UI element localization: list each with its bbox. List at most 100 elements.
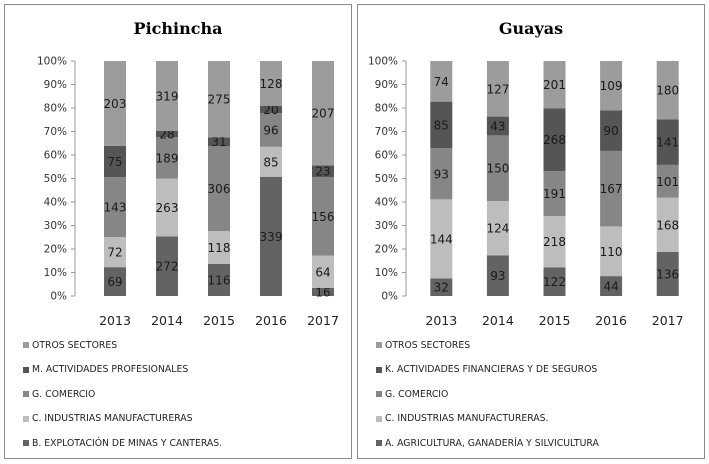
- guayas-data-label: 93: [490, 269, 505, 283]
- pichincha-y-tick-label: 10%: [44, 267, 67, 279]
- pichincha-y-tick-label: 0%: [50, 291, 67, 303]
- guayas-bar-2015-k-actividades-financieras-y-de-seguros: [543, 108, 566, 172]
- guayas-legend-label: C. INDUSTRIAS MANUFACTURERAS.: [385, 413, 549, 425]
- guayas-y-tick-label: 60%: [375, 150, 398, 162]
- guayas-data-label: 93: [434, 167, 449, 181]
- guayas-x-tick-label: 2016: [595, 313, 627, 328]
- pichincha-data-label: 156: [312, 210, 335, 224]
- guayas-x-tick-label: 2013: [425, 313, 457, 328]
- guayas-data-label: 44: [603, 280, 618, 294]
- pichincha-data-label: 28: [159, 128, 174, 142]
- guayas-legend-item: A. AGRICULTURA, GANADERÍA Y SILVICULTURA: [376, 431, 599, 456]
- pichincha-legend-swatch: [23, 366, 29, 373]
- guayas-data-label: 201: [543, 78, 566, 92]
- pichincha-bar-2013-m-actividades-profesionales: [104, 145, 126, 178]
- guayas-data-label: 136: [656, 267, 679, 281]
- pichincha-legend-item: OTROS SECTORES: [23, 333, 222, 358]
- guayas-bar-2017-otros-sectores: [656, 61, 679, 120]
- pichincha-data-label: 275: [208, 93, 231, 107]
- pichincha-data-label: 203: [104, 97, 127, 111]
- guayas-bar-2016-otros-sectores: [600, 61, 623, 111]
- guayas-data-label: 268: [543, 133, 566, 147]
- pichincha-legend-label: M. ACTIVIDADES PROFESIONALES: [32, 364, 189, 376]
- guayas-data-label: 144: [430, 232, 453, 246]
- pichincha-data-label: 85: [263, 155, 278, 169]
- guayas-y-tick-label: 0%: [381, 291, 398, 303]
- pichincha-bar-2015-m-actividades-profesionales: [208, 137, 230, 146]
- guayas-legend-label: K. ACTIVIDADES FINANCIERAS Y DE SEGUROS: [385, 364, 598, 376]
- pichincha-legend-swatch: [23, 440, 29, 447]
- guayas-legend-item: OTROS SECTORES: [376, 333, 599, 358]
- pichincha-legend-item: G. COMERCIO: [23, 382, 222, 407]
- guayas-bar-2014-k-actividades-financieras-y-de-seguros: [486, 116, 509, 136]
- guayas-bar-2017-a-agricultura-ganaderia-y-silvicultura: [656, 251, 679, 296]
- guayas-bar-2017-c-industrias-manufactureras: [656, 197, 679, 252]
- pichincha-title: Pichincha: [133, 19, 223, 38]
- pichincha-bar-2016-g-comercio: [260, 113, 282, 147]
- guayas-legend-item: K. ACTIVIDADES FINANCIERAS Y DE SEGUROS: [376, 358, 599, 383]
- pichincha-bar-2017-b-explotacion-de-minas-y-canteras: [312, 287, 334, 296]
- pichincha-bar-2013-c-industrias-manufactureras: [104, 237, 126, 268]
- guayas-data-label: 167: [600, 182, 623, 196]
- guayas-legend-swatch: [376, 415, 382, 422]
- guayas-legend-swatch: [376, 342, 382, 349]
- pichincha-bar-2015-b-explotacion-de-minas-y-canteras: [208, 263, 230, 296]
- pichincha-data-label: 116: [208, 273, 231, 287]
- guayas-y-tick-label: 30%: [375, 220, 398, 232]
- guayas-bar-2015-c-industrias-manufactureras: [543, 216, 566, 268]
- guayas-bar-2014-a-agricultura-ganaderia-y-silvicultura: [486, 255, 509, 296]
- pichincha-y-tick-label: 50%: [44, 173, 67, 185]
- guayas-bar-2016-g-comercio: [600, 150, 623, 227]
- guayas-x-tick-label: 2014: [482, 313, 514, 328]
- pichincha-data-label: 319: [156, 89, 179, 103]
- pichincha-x-tick-label: 2017: [307, 313, 339, 328]
- pichincha-x-tick-label: 2015: [203, 313, 235, 328]
- guayas-data-label: 191: [543, 187, 566, 201]
- pichincha-y-tick-label: 60%: [44, 150, 67, 162]
- pichincha-data-label: 306: [208, 182, 231, 196]
- guayas-legend-label: OTROS SECTORES: [385, 339, 471, 351]
- pichincha-bar-2015-otros-sectores: [208, 61, 230, 138]
- guayas-bar-2015-otros-sectores: [543, 61, 566, 109]
- pichincha-bar-2016-c-industrias-manufactureras: [260, 146, 282, 177]
- pichincha-data-label: 69: [107, 275, 122, 289]
- guayas-data-label: 101: [656, 175, 679, 189]
- pichincha-bar-2017-g-comercio: [312, 176, 334, 256]
- guayas-data-label: 141: [656, 136, 679, 150]
- guayas-bar-2014-g-comercio: [486, 135, 509, 202]
- pichincha-bar-2014-b-explotacion-de-minas-y-canteras: [156, 236, 178, 296]
- pichincha-y-tick-label: 90%: [44, 79, 67, 91]
- guayas-bar-2013-c-industrias-manufactureras: [430, 199, 453, 279]
- pichincha-bar-2017-c-industrias-manufactureras: [312, 255, 334, 288]
- guayas-data-label: 90: [603, 124, 618, 138]
- guayas-panel: Guayas 0% 10% 20% 30% 40% 50% 60% 70% 80% 90% 100%…: [357, 4, 705, 459]
- guayas-data-label: 127: [486, 82, 509, 96]
- pichincha-bar-2013-g-comercio: [104, 177, 126, 238]
- pichincha-y-tick-label: 100%: [37, 56, 67, 68]
- pichincha-legend: OTROS SECTORES M. ACTIVIDADES PROFESIONAL…: [23, 333, 222, 456]
- guayas-bar-2016-a-agricultura-ganaderia-y-silvicultura: [600, 276, 623, 296]
- guayas-data-label: 109: [600, 79, 623, 93]
- guayas-y-tick-label: 80%: [375, 103, 398, 115]
- pichincha-data-label: 207: [312, 107, 335, 121]
- pichincha-bar-2016-m-actividades-profesionales: [260, 106, 282, 114]
- guayas-bar-2017-k-actividades-financieras-y-de-seguros: [656, 119, 679, 165]
- guayas-x-tick-label: 2017: [652, 313, 684, 328]
- guayas-y-tick-label: 100%: [368, 56, 398, 68]
- pichincha-legend-swatch: [23, 342, 29, 349]
- pichincha-bar-2017-otros-sectores: [312, 61, 334, 166]
- guayas-data-label: 124: [486, 222, 509, 236]
- pichincha-data-label: 72: [107, 246, 122, 260]
- pichincha-data-label: 31: [211, 135, 226, 149]
- pichincha-legend-item: B. EXPLOTACIÓN DE MINAS Y CANTERAS.: [23, 431, 222, 456]
- guayas-legend-swatch: [376, 391, 382, 398]
- guayas-data-label: 150: [486, 162, 509, 176]
- pichincha-data-label: 16: [315, 285, 330, 299]
- guayas-y-tick-label: 90%: [375, 79, 398, 91]
- pichincha-bar-2014-m-actividades-profesionales: [156, 130, 178, 138]
- pichincha-legend-swatch: [23, 391, 29, 398]
- pichincha-data-label: 263: [156, 201, 179, 215]
- pichincha-bar-2014-g-comercio: [156, 137, 178, 179]
- guayas-legend-swatch: [376, 440, 382, 447]
- pichincha-x-tick-label: 2016: [255, 313, 287, 328]
